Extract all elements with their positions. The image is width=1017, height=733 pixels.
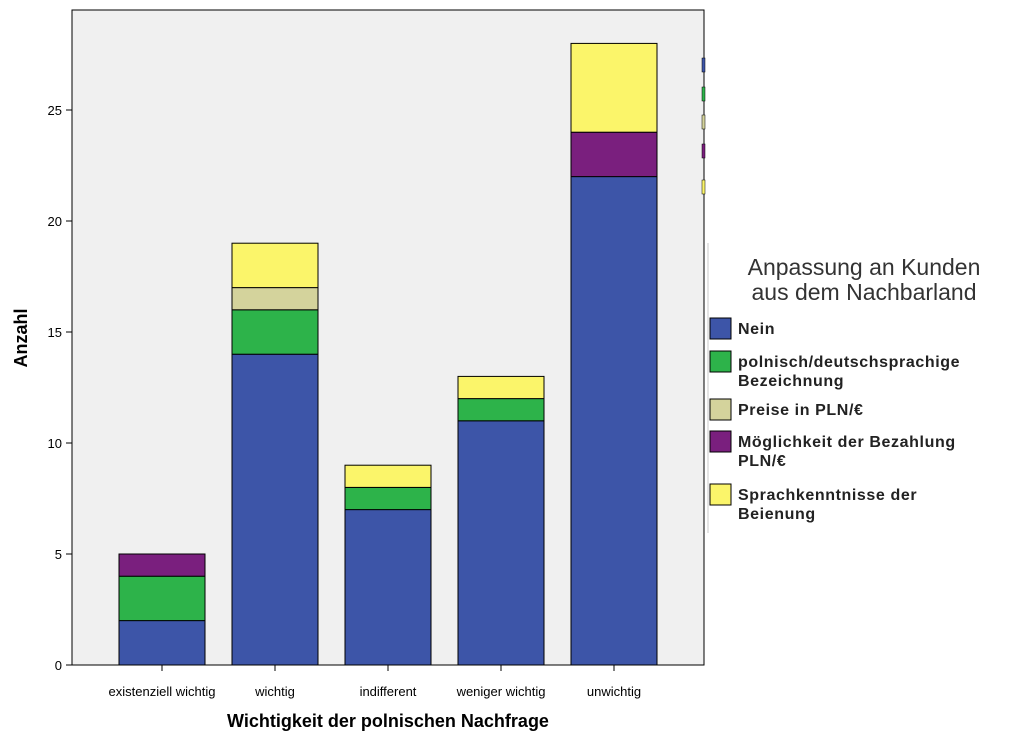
legend-label: polnisch/deutschsprachige bbox=[738, 354, 960, 371]
bar-segment-4-4 bbox=[570, 42, 658, 133]
y-tick-label: 10 bbox=[48, 436, 62, 451]
y-tick-label: 0 bbox=[55, 658, 62, 673]
legend-swatch bbox=[709, 430, 732, 453]
legend-swatch bbox=[709, 317, 732, 340]
clipped-legend-swatch bbox=[701, 86, 706, 102]
bar-segment-1-1 bbox=[231, 309, 319, 355]
clipped-legend-swatch bbox=[701, 143, 706, 159]
bar-segment-1-2 bbox=[231, 287, 319, 311]
y-axis-title: Anzahl bbox=[11, 308, 31, 367]
x-axis-title: Wichtigkeit der polnischen Nachfrage bbox=[227, 711, 549, 731]
bar-segment-3-0 bbox=[457, 420, 545, 666]
clipped-legend-swatch bbox=[701, 57, 706, 73]
legend-title-line: Anpassung an Kunden bbox=[748, 254, 981, 280]
legend-label: Beienung bbox=[738, 506, 816, 523]
legend-label: Möglichkeit der Bezahlung bbox=[738, 434, 956, 451]
legend-label: Bezeichnung bbox=[738, 373, 844, 390]
bar-segment-2-1 bbox=[344, 486, 432, 511]
x-tick-label: indifferent bbox=[360, 684, 417, 699]
legend-label: Preise in PLN/€ bbox=[738, 402, 864, 419]
clipped-legend-swatch bbox=[701, 114, 706, 130]
y-axis: 0 5 10 15 20 25 bbox=[48, 103, 72, 673]
legend-swatch bbox=[709, 398, 732, 421]
bar-segment-3-4 bbox=[457, 375, 545, 400]
bar-segment-0-3 bbox=[118, 553, 206, 577]
y-tick-label: 25 bbox=[48, 103, 62, 118]
y-tick-label: 15 bbox=[48, 325, 62, 340]
bar-segment-4-0 bbox=[570, 176, 658, 666]
x-tick-label: weniger wichtig bbox=[456, 684, 546, 699]
bar-segment-1-4 bbox=[231, 242, 319, 289]
bar-segment-4-3 bbox=[570, 131, 658, 178]
bar-segment-1-0 bbox=[231, 353, 319, 666]
legend-label: Sprachkenntnisse der bbox=[738, 487, 917, 504]
bar-segment-0-1 bbox=[118, 575, 206, 622]
clipped-legend-swatch bbox=[701, 179, 706, 195]
legend-label: Nein bbox=[738, 321, 775, 338]
bar-segment-2-4 bbox=[344, 464, 432, 488]
bar-segment-3-1 bbox=[457, 398, 545, 422]
legend-swatch bbox=[709, 483, 732, 506]
y-tick-label: 20 bbox=[48, 214, 62, 229]
bar-segment-2-0 bbox=[344, 509, 432, 666]
bar-segment-0-0 bbox=[118, 620, 206, 666]
x-tick-label: unwichtig bbox=[587, 684, 641, 699]
legend-label: PLN/€ bbox=[738, 453, 786, 470]
x-axis: existenziell wichtig wichtig indifferent we… bbox=[109, 665, 641, 699]
bars-group bbox=[118, 42, 658, 666]
legend-swatch bbox=[709, 350, 732, 373]
x-tick-label: wichtig bbox=[254, 684, 295, 699]
x-tick-label: existenziell wichtig bbox=[109, 684, 216, 699]
y-tick-label: 5 bbox=[55, 547, 62, 562]
legend-title-line: aus dem Nachbarland bbox=[751, 279, 976, 305]
